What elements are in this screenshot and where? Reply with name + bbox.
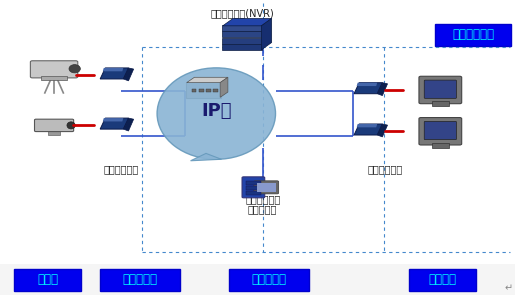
Polygon shape xyxy=(222,19,271,26)
Bar xyxy=(0,0,515,264)
Text: 视频显示: 视频显示 xyxy=(429,273,457,286)
FancyBboxPatch shape xyxy=(242,177,265,198)
Polygon shape xyxy=(187,77,228,83)
Polygon shape xyxy=(356,124,377,127)
Text: 视音频解码器: 视音频解码器 xyxy=(368,165,403,175)
FancyBboxPatch shape xyxy=(419,76,461,104)
Polygon shape xyxy=(191,153,221,161)
FancyBboxPatch shape xyxy=(41,76,67,80)
Ellipse shape xyxy=(69,65,80,73)
Bar xyxy=(214,89,218,92)
Text: 视频源: 视频源 xyxy=(38,273,58,286)
Polygon shape xyxy=(261,19,271,50)
FancyBboxPatch shape xyxy=(257,183,276,192)
FancyBboxPatch shape xyxy=(254,181,279,194)
Bar xyxy=(409,269,476,291)
Bar xyxy=(246,191,261,195)
Polygon shape xyxy=(100,118,129,129)
Polygon shape xyxy=(220,77,228,97)
Polygon shape xyxy=(100,68,129,79)
Text: 控制管理平台: 控制管理平台 xyxy=(245,194,280,204)
Text: 传输、交换: 传输、交换 xyxy=(123,273,158,286)
FancyBboxPatch shape xyxy=(186,82,221,98)
Text: 视频客户端: 视频客户端 xyxy=(248,204,278,214)
FancyBboxPatch shape xyxy=(222,24,262,31)
FancyBboxPatch shape xyxy=(424,122,456,140)
Ellipse shape xyxy=(157,68,276,159)
Polygon shape xyxy=(377,83,387,96)
FancyBboxPatch shape xyxy=(222,31,262,37)
Bar xyxy=(246,181,261,185)
Bar xyxy=(48,130,60,135)
Polygon shape xyxy=(356,83,377,86)
Polygon shape xyxy=(103,68,124,71)
Bar xyxy=(0,264,515,295)
Bar xyxy=(14,269,81,291)
FancyBboxPatch shape xyxy=(35,119,74,132)
Text: 视音频编码器: 视音频编码器 xyxy=(104,165,139,175)
Text: 网络视频存储(NVR): 网络视频存储(NVR) xyxy=(210,8,274,18)
Bar xyxy=(207,89,211,92)
Bar xyxy=(246,186,261,190)
FancyBboxPatch shape xyxy=(432,143,449,148)
FancyBboxPatch shape xyxy=(424,80,456,98)
FancyBboxPatch shape xyxy=(222,44,262,50)
Text: 以太网交换机: 以太网交换机 xyxy=(190,83,225,94)
Polygon shape xyxy=(377,124,387,137)
Polygon shape xyxy=(354,124,382,135)
Polygon shape xyxy=(103,118,124,122)
Text: IP网: IP网 xyxy=(201,101,232,120)
Polygon shape xyxy=(124,118,134,131)
FancyBboxPatch shape xyxy=(30,61,78,78)
Ellipse shape xyxy=(67,122,75,129)
Polygon shape xyxy=(124,68,134,81)
Polygon shape xyxy=(354,83,382,94)
Bar xyxy=(199,89,204,92)
FancyBboxPatch shape xyxy=(419,117,461,145)
Bar xyxy=(229,269,309,291)
FancyBboxPatch shape xyxy=(432,101,449,106)
Text: 视频音频存储: 视频音频存储 xyxy=(452,28,494,41)
Bar xyxy=(435,24,511,46)
Text: ↵: ↵ xyxy=(504,283,512,294)
Bar xyxy=(192,89,197,92)
Bar xyxy=(100,269,180,291)
FancyBboxPatch shape xyxy=(222,37,262,44)
Text: 管理、控制: 管理、控制 xyxy=(252,273,286,286)
